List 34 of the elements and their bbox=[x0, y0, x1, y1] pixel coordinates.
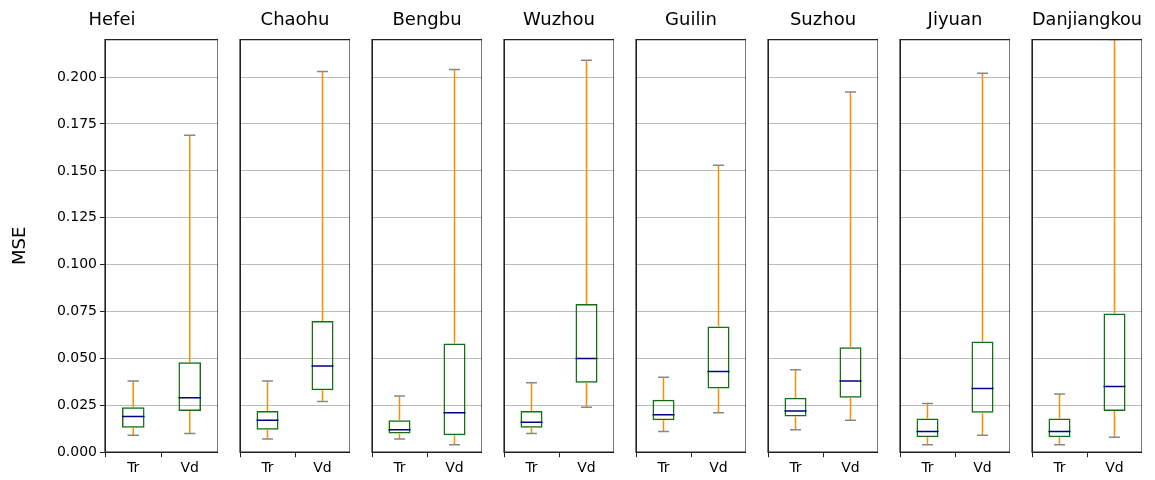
y-tick-label: 0.175 bbox=[56, 114, 97, 131]
chart-title: Chaohu bbox=[260, 8, 330, 30]
chart-title: Suzhou bbox=[789, 8, 857, 30]
x-tick-label: Tr bbox=[524, 459, 538, 476]
y-tick-label: 0.000 bbox=[56, 442, 97, 459]
x-tick-label: Vd bbox=[709, 459, 728, 476]
chart-title: Jiyuan bbox=[926, 8, 983, 30]
x-tick-label: Vd bbox=[577, 459, 596, 476]
x-tick-label: Tr bbox=[656, 459, 670, 476]
x-tick-label: Tr bbox=[126, 459, 140, 476]
chart-title: Bengbu bbox=[392, 8, 462, 30]
x-tick-label: Vd bbox=[1105, 459, 1124, 476]
y-tick-label: 0.200 bbox=[56, 67, 97, 84]
x-tick-label: Tr bbox=[260, 459, 274, 476]
y-tick-label: 0.075 bbox=[56, 302, 97, 319]
chart-title: Hefei bbox=[88, 8, 136, 30]
y-axis-title: MSE bbox=[8, 226, 30, 266]
y-tick-label: 0.100 bbox=[56, 255, 97, 272]
y-tick-label: 0.050 bbox=[56, 349, 97, 366]
x-tick-label: Tr bbox=[392, 459, 406, 476]
y-tick-label: 0.025 bbox=[56, 395, 97, 412]
x-tick-label: Tr bbox=[788, 459, 802, 476]
x-tick-label: Vd bbox=[313, 459, 332, 476]
chart-title: Guilin bbox=[665, 8, 717, 30]
x-tick-label: Vd bbox=[841, 459, 860, 476]
y-tick-label: 0.125 bbox=[56, 208, 97, 225]
chart-title: Wuzhou bbox=[523, 8, 595, 30]
x-tick-label: Tr bbox=[920, 459, 934, 476]
x-tick-label: Vd bbox=[973, 459, 992, 476]
chart-title: Danjiangkou bbox=[1032, 8, 1142, 30]
x-tick-label: Vd bbox=[180, 459, 199, 476]
x-tick-label: Tr bbox=[1052, 459, 1066, 476]
x-tick-label: Vd bbox=[445, 459, 464, 476]
y-tick-label: 0.150 bbox=[56, 161, 97, 178]
